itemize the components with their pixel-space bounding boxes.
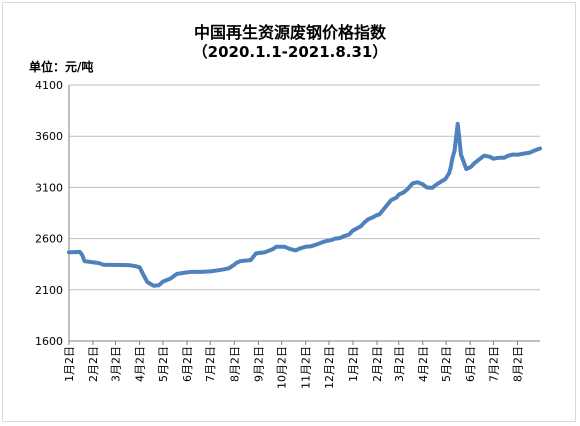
x-tick-label: 12月2日: [323, 346, 336, 389]
x-tick-label: 2月2日: [87, 346, 100, 382]
x-tick-label: 4月2日: [417, 346, 430, 382]
chart-title: 中国再生资源废钢价格指数: [193, 23, 386, 42]
y-tick-label: 3100: [35, 181, 63, 194]
y-tick-label: 2600: [35, 233, 63, 246]
chart-frame: [2, 2, 576, 422]
x-tick-label: 8月2日: [228, 346, 241, 382]
y-tick-label: 2100: [35, 284, 63, 297]
x-tick-label: 6月2日: [181, 346, 194, 382]
x-tick-label: 1月2日: [347, 346, 360, 382]
y-tick-label: 4100: [35, 79, 63, 92]
x-tick-label: 3月2日: [393, 346, 406, 382]
x-tick-label: 6月2日: [464, 346, 477, 382]
x-tick-label: 1月2日: [63, 346, 76, 382]
series-line: [67, 121, 542, 288]
y-axis-tick-labels: 1600 2100 2600 3100 3600 4100: [35, 79, 63, 348]
x-axis-tick-labels: 1月2日 2月2日 3月2日 4月2日 5月2日 6月2日 7月2日 8月2日 9月2日 10月2…: [63, 346, 524, 389]
x-tick-label: 11月2日: [300, 346, 313, 389]
axes: [68, 85, 540, 345]
x-tick-label: 10月2日: [276, 346, 289, 389]
y-tick-label: 3600: [35, 130, 63, 143]
x-tick-label: 5月2日: [157, 346, 170, 382]
gridlines: [69, 84, 540, 291]
series: [67, 121, 542, 288]
x-tick-label: 8月2日: [511, 346, 524, 382]
x-tick-label: 9月2日: [252, 346, 265, 382]
y-tick-label: 1600: [35, 335, 63, 348]
x-tick-label: 3月2日: [110, 346, 123, 382]
x-tick-label: 4月2日: [134, 346, 147, 382]
x-tick-label: 7月2日: [204, 346, 217, 382]
x-tick-label: 7月2日: [487, 346, 500, 382]
chart-subtitle: （2020.1.1-2021.8.31）: [192, 43, 388, 61]
x-tick-label: 5月2日: [440, 346, 453, 382]
x-tick-label: 2月2日: [371, 346, 384, 382]
unit-label: 单位：元/吨: [29, 60, 94, 74]
